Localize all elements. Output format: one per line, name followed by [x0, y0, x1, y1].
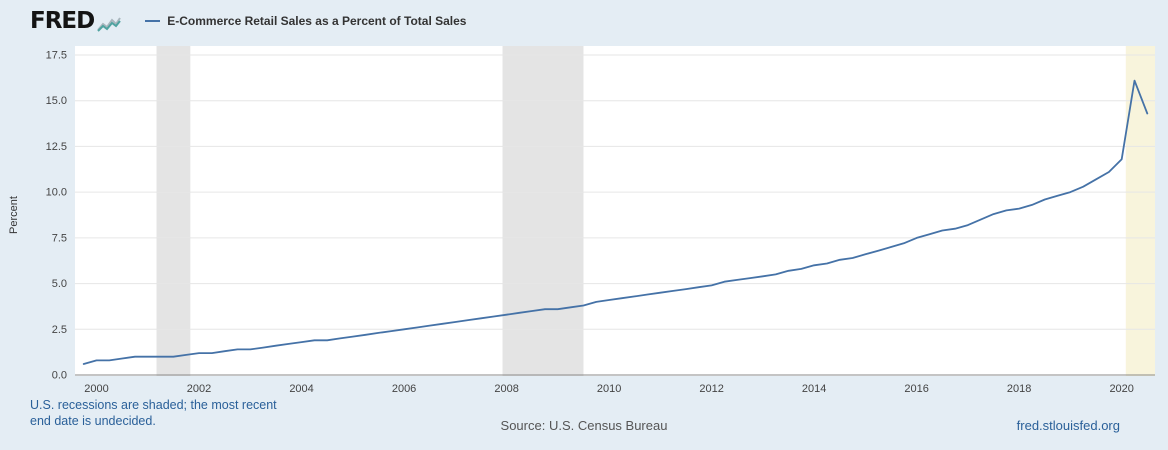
fred-logo[interactable]: FRED — [30, 7, 122, 34]
y-tick-label: 10.0 — [46, 187, 67, 199]
y-tick-label: 7.5 — [52, 232, 67, 244]
x-tick-label: 2020 — [1109, 383, 1133, 395]
y-tick-label: 0.0 — [52, 370, 67, 382]
y-tick-label: 5.0 — [52, 278, 67, 290]
recession-note: U.S. recessions are shaded; the most rec… — [30, 397, 277, 430]
y-tick-label: 17.5 — [46, 50, 67, 62]
chart-header: FRED E-Commerce Retail Sales as a Percen… — [0, 0, 1168, 42]
recession-note-line1: U.S. recessions are shaded; the most rec… — [30, 398, 277, 412]
x-tick-label: 2016 — [904, 383, 928, 395]
legend-line-swatch — [145, 20, 161, 22]
x-tick-label: 2018 — [1007, 383, 1031, 395]
x-tick-label: 2010 — [597, 383, 621, 395]
x-tick-label: 2006 — [392, 383, 416, 395]
x-tick-label: 2012 — [699, 383, 723, 395]
plot-background — [75, 46, 1155, 376]
recession-band — [502, 46, 584, 376]
data-line — [82, 79, 1149, 365]
recession-note-line2: end date is undecided. — [30, 414, 156, 429]
x-tick-label: 2000 — [84, 383, 108, 395]
y-tick-label: 15.0 — [46, 95, 67, 107]
fred-logo-sparkline-icon — [97, 16, 122, 32]
y-axis-label: Percent — [8, 196, 20, 234]
x-tick-label: 2004 — [289, 383, 313, 395]
y-tick-label: 12.5 — [46, 141, 67, 153]
fred-logo-text: FRED — [30, 7, 95, 34]
x-tick-label: 2014 — [802, 383, 826, 395]
x-tick-label: 2008 — [494, 383, 518, 395]
legend-item: E-Commerce Retail Sales as a Percent of … — [145, 14, 466, 28]
recession-band — [156, 46, 191, 376]
source-text: Source: U.S. Census Bureau — [500, 418, 668, 433]
site-link[interactable]: fred.stlouisfed.org — [1016, 418, 1120, 433]
legend-label: E-Commerce Retail Sales as a Percent of … — [167, 14, 467, 28]
y-tick-label: 2.5 — [52, 324, 67, 336]
x-tick-label: 2002 — [187, 383, 211, 395]
